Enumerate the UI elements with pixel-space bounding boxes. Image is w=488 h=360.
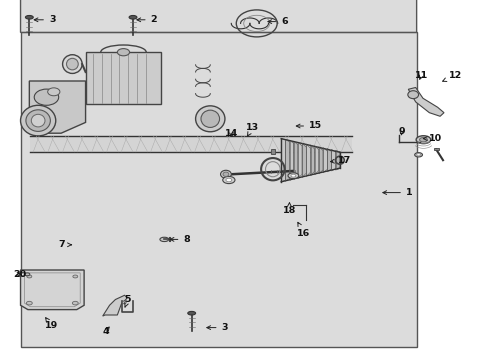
- Bar: [271, 149, 275, 154]
- Ellipse shape: [27, 275, 32, 278]
- Polygon shape: [29, 81, 85, 133]
- Text: 10: 10: [423, 134, 442, 143]
- Ellipse shape: [20, 105, 56, 136]
- Text: 7: 7: [59, 240, 71, 249]
- Ellipse shape: [25, 273, 30, 276]
- Text: 18: 18: [282, 203, 295, 215]
- Text: 2: 2: [137, 15, 157, 24]
- Polygon shape: [326, 148, 331, 172]
- Text: 5: 5: [124, 295, 131, 307]
- Text: 9: 9: [398, 127, 405, 136]
- Ellipse shape: [416, 154, 420, 156]
- Polygon shape: [285, 139, 289, 181]
- Polygon shape: [302, 143, 305, 177]
- Text: 6: 6: [267, 17, 287, 26]
- Ellipse shape: [160, 237, 168, 242]
- Text: 19: 19: [45, 318, 58, 330]
- Ellipse shape: [72, 301, 78, 305]
- Ellipse shape: [287, 173, 298, 179]
- Polygon shape: [318, 147, 323, 174]
- Ellipse shape: [129, 15, 137, 19]
- Polygon shape: [289, 140, 293, 180]
- Ellipse shape: [20, 274, 24, 275]
- Ellipse shape: [122, 301, 126, 304]
- Ellipse shape: [415, 136, 430, 144]
- Ellipse shape: [26, 301, 32, 305]
- Ellipse shape: [187, 311, 195, 315]
- Text: 8: 8: [170, 235, 190, 244]
- Bar: [30, 136, 351, 152]
- Polygon shape: [331, 149, 335, 171]
- Ellipse shape: [19, 273, 26, 276]
- Text: 3: 3: [34, 15, 55, 24]
- Ellipse shape: [290, 174, 295, 177]
- Ellipse shape: [117, 49, 129, 56]
- Polygon shape: [407, 87, 443, 116]
- Text: 15: 15: [296, 122, 322, 130]
- Text: 16: 16: [297, 222, 310, 238]
- Polygon shape: [335, 150, 339, 170]
- Ellipse shape: [48, 88, 60, 96]
- Polygon shape: [102, 295, 127, 316]
- Polygon shape: [314, 146, 318, 175]
- Polygon shape: [305, 144, 310, 176]
- Ellipse shape: [414, 153, 422, 157]
- Text: 1: 1: [382, 188, 412, 197]
- Text: 14: 14: [224, 129, 238, 138]
- Ellipse shape: [62, 55, 82, 73]
- Text: 12: 12: [442, 71, 461, 81]
- Ellipse shape: [220, 170, 231, 178]
- Polygon shape: [310, 145, 314, 176]
- Polygon shape: [281, 139, 285, 182]
- Ellipse shape: [195, 106, 224, 132]
- Text: 11: 11: [414, 71, 427, 80]
- Bar: [85, 52, 161, 104]
- Text: 17: 17: [330, 156, 351, 165]
- Ellipse shape: [66, 58, 78, 70]
- Text: 20: 20: [14, 270, 27, 279]
- Ellipse shape: [407, 91, 418, 99]
- Bar: [433, 148, 438, 150]
- Ellipse shape: [34, 89, 59, 105]
- Ellipse shape: [223, 172, 228, 176]
- Ellipse shape: [419, 138, 427, 142]
- Text: 4: 4: [102, 327, 109, 336]
- Polygon shape: [293, 141, 297, 179]
- Text: 3: 3: [206, 323, 227, 332]
- Polygon shape: [323, 148, 326, 173]
- Polygon shape: [20, 0, 416, 32]
- Polygon shape: [20, 270, 84, 310]
- Ellipse shape: [26, 110, 50, 131]
- Text: 13: 13: [245, 123, 259, 136]
- Ellipse shape: [25, 15, 33, 19]
- Ellipse shape: [31, 114, 45, 127]
- Bar: [20, 32, 416, 347]
- Polygon shape: [297, 142, 302, 178]
- Ellipse shape: [222, 176, 235, 184]
- Ellipse shape: [201, 110, 219, 127]
- Ellipse shape: [225, 178, 231, 182]
- Ellipse shape: [73, 275, 78, 278]
